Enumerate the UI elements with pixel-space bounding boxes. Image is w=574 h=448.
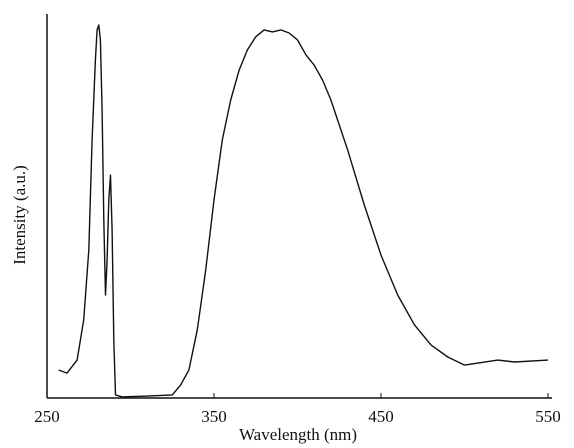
data-line [58,24,549,398]
x-tick-label: 450 [368,407,394,426]
x-tick-label: 550 [535,407,561,426]
y-axis-label: Intensity (a.u.) [10,165,29,265]
x-tick-label: 250 [34,407,60,426]
x-axis-label: Wavelength (nm) [239,425,357,444]
x-tick-label: 350 [201,407,227,426]
